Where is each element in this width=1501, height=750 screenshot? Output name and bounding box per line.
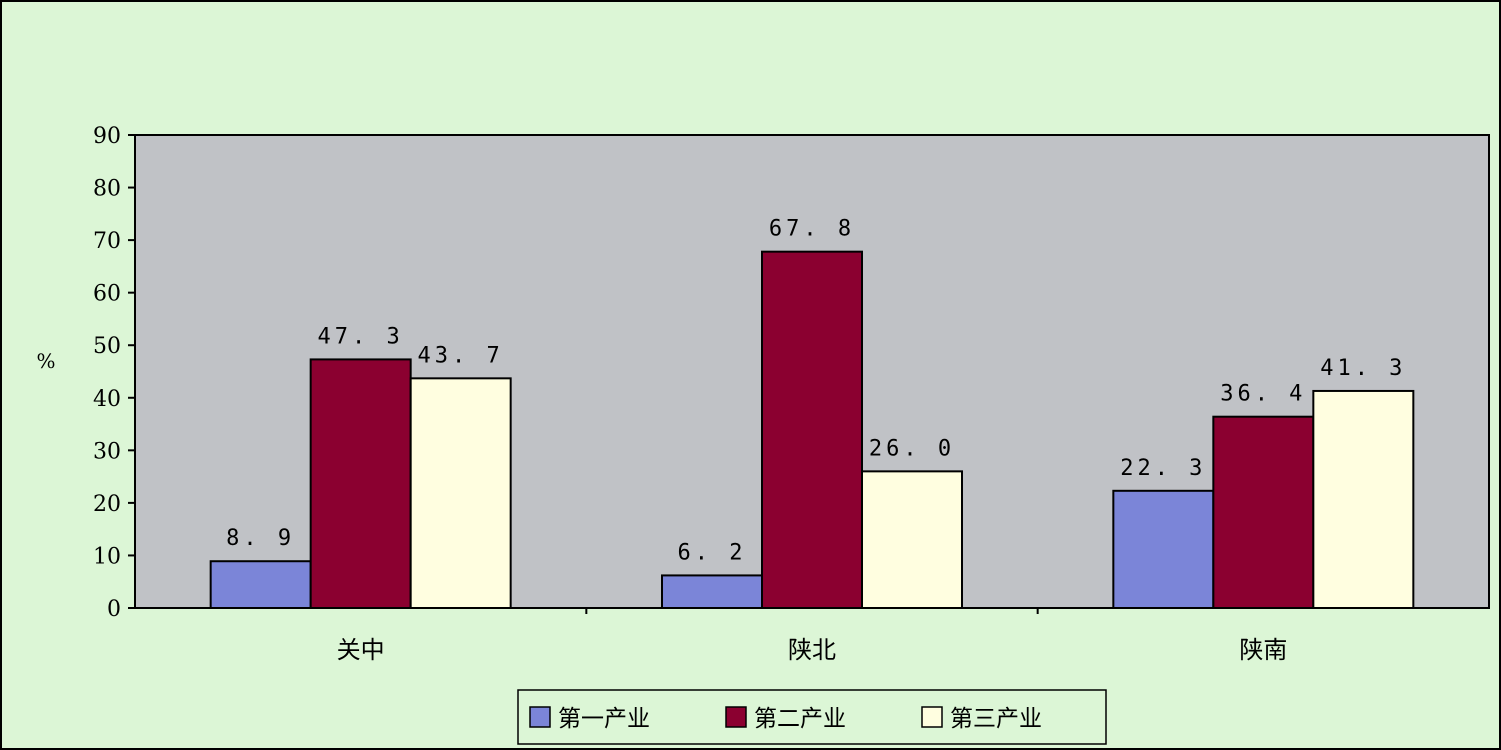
legend-label-2: 第三产业 <box>950 706 1042 732</box>
category-label-1: 陕北 <box>788 636 836 664</box>
y-tick-label-5: 50 <box>93 334 121 359</box>
data-label-0-2: 43. 7 <box>418 343 504 368</box>
y-tick-label-1: 10 <box>93 544 121 569</box>
legend-swatch-2 <box>921 706 943 728</box>
bar-2-2 <box>1312 389 1415 609</box>
y-tick-label-8: 80 <box>93 177 121 202</box>
y-tick-label-7: 70 <box>93 229 121 254</box>
bar-0-0 <box>209 560 312 610</box>
bar-0-1 <box>309 358 412 610</box>
category-label-0: 关中 <box>337 636 385 664</box>
bar-2-0 <box>1112 489 1215 610</box>
data-label-2-0: 22. 3 <box>1120 456 1206 481</box>
y-axis-label: % <box>36 349 55 373</box>
data-label-1-2: 26. 0 <box>869 436 955 461</box>
y-tick-label-3: 30 <box>93 439 121 464</box>
legend-label-1: 第二产业 <box>754 706 846 732</box>
data-label-0-0: 8. 9 <box>226 526 295 551</box>
legend-swatch-1 <box>725 706 747 728</box>
bar-1-2 <box>861 470 963 609</box>
y-tick-label-9: 90 <box>93 124 121 149</box>
y-tick-label-0: 0 <box>107 597 121 622</box>
data-label-1-1: 67. 8 <box>769 217 855 242</box>
legend-box <box>517 689 1107 745</box>
bar-2-1 <box>1212 415 1315 609</box>
bar-0-2 <box>409 377 512 609</box>
bar-1-1 <box>761 250 863 609</box>
y-tick-label-4: 40 <box>93 387 121 412</box>
data-label-1-0: 6. 2 <box>678 540 747 565</box>
data-label-2-1: 36. 4 <box>1220 382 1306 407</box>
data-label-0-1: 47. 3 <box>318 324 404 349</box>
y-tick-label-6: 60 <box>93 282 121 307</box>
legend-label-0: 第一产业 <box>558 706 650 732</box>
category-label-2: 陕南 <box>1239 636 1287 664</box>
bar-1-0 <box>661 574 763 609</box>
data-label-2-2: 41. 3 <box>1320 356 1406 381</box>
legend-swatch-0 <box>529 706 551 728</box>
y-tick-label-2: 20 <box>93 492 121 517</box>
